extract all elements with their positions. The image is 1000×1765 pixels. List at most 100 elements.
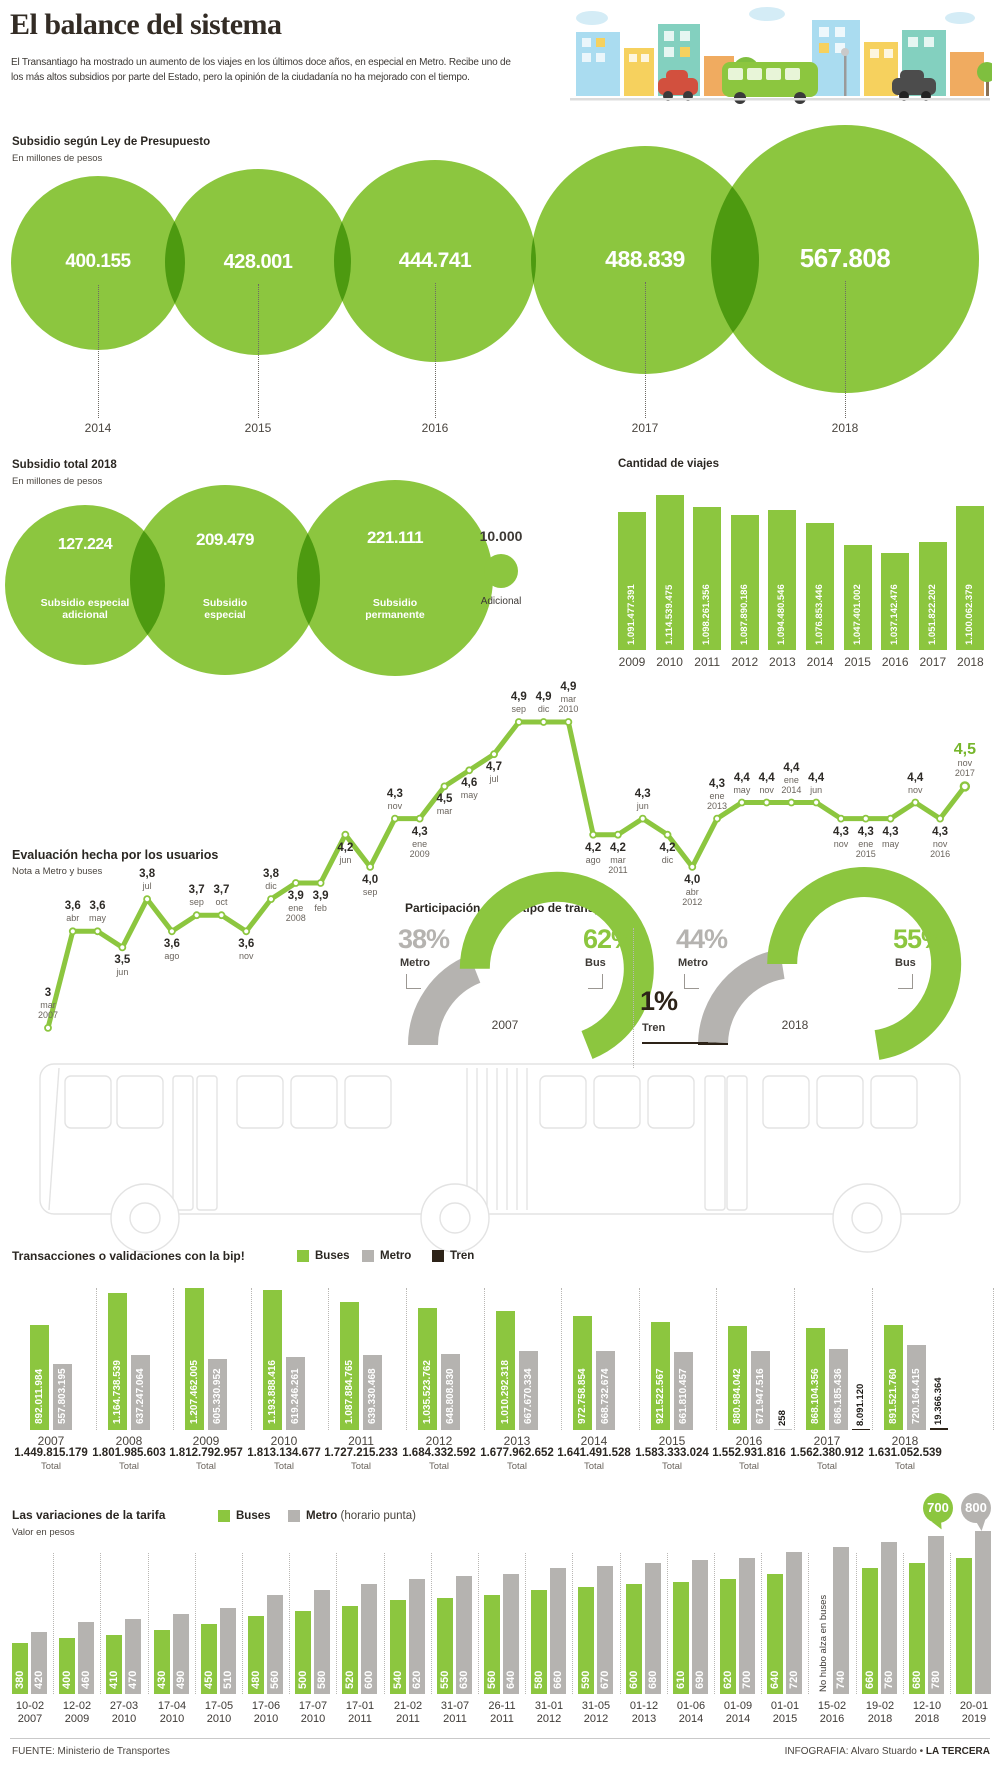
tarifa-date: 31-05 2012 [581,1700,611,1725]
trans-total-caption: Total [894,1461,916,1472]
tarifa-bar-metro [692,1560,708,1694]
evaluacion-point-label: 3,7 sep [188,884,205,908]
trans-year: 2015 [658,1434,686,1448]
trans-year: 2008 [115,1434,143,1448]
tarifa-group-separator [714,1553,715,1694]
trans-bar-metro [674,1352,693,1430]
trans-bar-metro-label: 671.947.516 [755,1368,766,1424]
tarifa-legend-metro-swatch [288,1510,300,1522]
metro-2018-name: Metro [678,957,708,969]
trans-bar-tren-label: 8.091.120 [855,1383,866,1426]
tarifa-bar-metro [456,1576,472,1694]
adicional-value: 10.000 [479,528,523,544]
tarifa-bar-buses-label: 640 [769,1670,781,1689]
tarifa-bar-buses-label: 540 [392,1670,404,1689]
trans-total-caption: Total [118,1461,140,1472]
footer-credit-brand: LA TERCERA [925,1746,990,1757]
subsidio2018-bubble-value: 221.111 [366,528,424,547]
donut-year: 2018 [781,1018,809,1032]
trans-bar-metro [286,1357,305,1430]
tarifa-bar-buses-label: 680 [911,1670,923,1689]
subsidio-bubble-year: 2018 [831,421,859,435]
viajes-bar [693,507,722,650]
bus-2007-pct: 62% [583,924,635,954]
trans-bar-metro [131,1355,150,1430]
trans-bar-tren-label: 19.366.364 [933,1377,944,1425]
tarifa-bar-metro-label: 660 [552,1670,564,1689]
tren-2018-connector [642,1042,708,1044]
tren-2018-name: Tren [642,1022,666,1034]
subsidio2018-bubble-value: 209.479 [196,530,254,549]
trans-total-value: 1.677.962.652 [480,1447,554,1459]
tarifa-date: 17-04 2010 [157,1700,187,1725]
subsidio-bubble-value: 444.741 [398,248,472,272]
trans-bar-buses [573,1316,592,1430]
metro-2007-name: Metro [400,957,430,969]
trans-bar-metro-label: 637.247.064 [135,1368,146,1424]
tarifa-bar-metro-label: 680 [647,1670,659,1689]
tarifa-group-separator [950,1553,951,1694]
trans-bar-buses [30,1325,49,1430]
tarifa-group-separator [384,1553,385,1694]
trans-total-caption: Total [428,1461,450,1472]
trans-bar-metro [907,1345,926,1430]
trans-bar-metro [208,1359,227,1430]
trans-bar-buses-label: 1.087.884.765 [344,1360,355,1424]
legend-tren-label: Tren [450,1250,475,1262]
tarifa-bar-buses [12,1643,28,1694]
tarifa-group-separator [761,1553,762,1694]
trans-year: 2018 [891,1434,919,1448]
tarifa-bar-metro [267,1595,283,1694]
evaluacion-point-label: 3,9 ene 2008 [285,890,306,923]
bus-2018-connector [898,974,913,989]
evaluacion-point-label: 3,7 oct [213,884,230,908]
tarifa-bar-metro [881,1542,897,1694]
evaluacion-point-label: 4,9 sep [510,691,527,714]
trans-group-separator [716,1288,717,1430]
tarifa-date: 27-03 2010 [109,1700,139,1725]
tarifa-bar-buses-label: 620 [722,1670,734,1689]
viajes-bar [730,515,759,650]
tarifa-bar-buses [201,1624,217,1694]
viajes-year: 2015 [844,655,871,669]
articulated-bus-outline-illustration [39,1063,961,1253]
subsidio2018-bubble-name: Subsidio especial adicional [40,597,130,621]
tarifa-date: 26-11 2011 [488,1700,516,1725]
tarifa-bar-buses [909,1563,925,1694]
tarifa-bar-buses [390,1600,406,1694]
viajes-title: Cantidad de viajes [618,458,719,470]
trans-year: 2016 [735,1434,763,1448]
trans-bar-buses [496,1311,515,1430]
legend-metro-label: Metro [380,1250,412,1262]
viajes-bar [843,545,872,650]
footer-source: FUENTE: Ministerio de Transportes [12,1746,170,1757]
tren-2018-pct: 1% [640,986,678,1016]
trans-total-caption: Total [195,1461,217,1472]
trans-bar-buses [340,1302,359,1430]
evaluacion-point-label: 3 mar 2007 [37,986,59,1020]
tarifa-bar-buses [767,1574,783,1694]
donut-separator [633,928,634,1068]
trans-year: 2010 [270,1434,298,1448]
evaluacion-point-label: 4,9 dic [535,691,552,714]
tarifa-bar-metro-label: 580 [316,1670,328,1689]
trans-bar-metro-label: 619.246.261 [290,1368,301,1424]
tarifa-group-separator [667,1553,668,1694]
trans-bar-tren [774,1429,792,1430]
tarifa-date: 20-01 2019 [959,1700,989,1725]
evaluacion-point-label: 4,4 nov [758,771,775,795]
trans-total-caption: Total [583,1461,605,1472]
evaluacion-point-label: 4,3 jun [634,787,651,811]
evaluacion-point-label: 4,4 jun [808,771,825,795]
trans-bar-tren-label: 258 [777,1410,788,1426]
tarifa-bar-buses-label: 450 [203,1670,215,1689]
tarifa-bar-buses [578,1587,594,1694]
tarifa-date: 17-05 2010 [204,1700,234,1725]
trans-bar-metro-label: 639.330.468 [367,1368,378,1424]
evaluacion-point-label: 4,7 jul [486,761,503,785]
tarifa-group-separator [195,1553,196,1694]
trans-bar-buses-label: 921.522.567 [655,1368,666,1424]
tarifa-bar-metro [975,1531,991,1694]
tarifa-date: 15-02 2016 [817,1700,847,1725]
subsidio-presupuesto-title: Subsidio según Ley de Presupuesto [12,136,211,148]
